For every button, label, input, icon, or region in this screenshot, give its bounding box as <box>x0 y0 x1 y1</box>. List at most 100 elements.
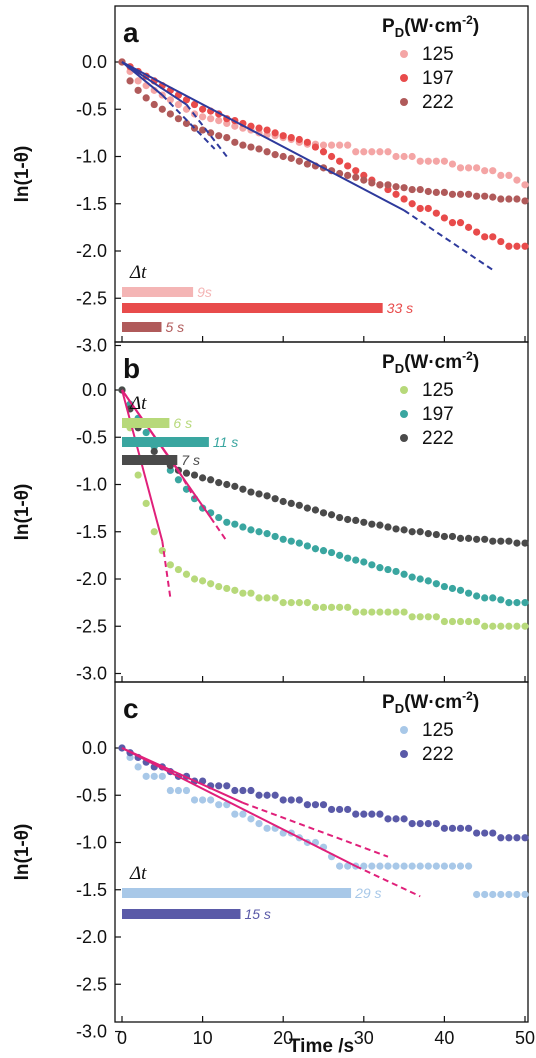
data-point <box>319 603 328 611</box>
data-point <box>303 138 311 146</box>
data-point <box>319 141 328 149</box>
legend-label: 222 <box>422 744 454 765</box>
data-point <box>190 575 199 583</box>
data-point <box>497 171 505 179</box>
data-point <box>247 526 255 534</box>
y-tick-label: -3.0 <box>76 1022 107 1042</box>
y-tick-label: -3.0 <box>76 664 107 684</box>
data-point <box>142 499 150 507</box>
data-point <box>481 829 489 837</box>
data-point <box>473 164 481 172</box>
data-point <box>513 176 521 184</box>
data-point <box>231 138 239 146</box>
data-point <box>182 570 191 578</box>
fit-line-extension <box>185 103 228 158</box>
data-point <box>432 613 440 621</box>
series-222 <box>118 386 529 547</box>
data-point <box>223 584 231 593</box>
y-tick-label: -0.5 <box>76 427 107 447</box>
panel-label: c <box>123 693 139 724</box>
data-point <box>416 575 424 583</box>
data-point <box>376 862 384 870</box>
data-point <box>295 599 303 607</box>
data-point <box>255 820 263 828</box>
data-point <box>231 786 239 795</box>
y-axis-label: ln(1-θ) <box>12 146 33 203</box>
data-point <box>392 152 400 161</box>
data-point <box>513 195 521 203</box>
data-point <box>344 515 352 524</box>
data-point <box>360 558 368 566</box>
legend-marker <box>400 750 408 758</box>
fit-line <box>121 61 405 212</box>
data-point <box>255 594 263 602</box>
data-point <box>513 599 521 607</box>
data-point <box>255 791 263 799</box>
data-point <box>134 77 142 85</box>
legend-label: 125 <box>422 720 454 741</box>
data-point <box>263 791 271 799</box>
data-point <box>489 594 497 602</box>
series-125 <box>118 744 529 899</box>
data-point <box>352 810 360 818</box>
fit-line <box>121 747 244 804</box>
data-point <box>432 580 440 588</box>
data-point <box>182 485 191 493</box>
data-point <box>255 490 263 498</box>
data-point <box>368 179 376 187</box>
data-point <box>231 520 239 528</box>
data-point <box>408 200 416 208</box>
data-point <box>271 791 279 799</box>
data-point <box>424 820 432 828</box>
panel-frame <box>114 681 529 1023</box>
legend-marker <box>400 386 408 394</box>
data-point <box>344 603 352 611</box>
data-point <box>215 582 223 591</box>
fit-line <box>121 389 164 542</box>
data-point <box>489 193 497 201</box>
data-point <box>344 162 352 170</box>
data-point <box>505 834 513 842</box>
data-point <box>336 805 344 814</box>
data-point <box>384 523 392 531</box>
data-point <box>456 190 465 198</box>
dt-bar <box>122 888 352 898</box>
data-point <box>408 528 416 536</box>
legend-label: 125 <box>422 380 454 401</box>
x-tick-label: 30 <box>354 1028 374 1048</box>
data-point <box>336 157 344 165</box>
data-point <box>432 820 440 828</box>
dt-bar-label: 9s <box>197 284 212 300</box>
data-point <box>134 763 142 771</box>
data-point <box>263 530 271 538</box>
data-point <box>174 476 183 484</box>
fit-line-extension <box>161 94 216 150</box>
x-tick-label: 0 <box>117 1028 127 1048</box>
data-point <box>440 824 448 832</box>
data-point <box>448 190 457 198</box>
data-point <box>473 617 481 626</box>
data-point <box>448 584 457 593</box>
data-point <box>440 188 448 197</box>
data-point <box>319 547 328 555</box>
data-point <box>505 890 513 899</box>
data-point <box>215 132 223 140</box>
data-point <box>311 143 320 151</box>
fit-line-extension <box>403 209 494 271</box>
data-point <box>368 561 376 569</box>
data-point <box>231 122 239 130</box>
dt-label: Δt <box>129 863 147 884</box>
data-point <box>239 786 247 795</box>
data-point <box>416 820 424 828</box>
y-tick-label: -0.5 <box>76 785 107 805</box>
data-point <box>440 532 448 541</box>
data-point <box>319 509 328 517</box>
data-point <box>352 556 360 564</box>
data-point <box>424 613 432 621</box>
y-tick-label: -2.5 <box>76 616 107 636</box>
data-point <box>464 862 473 870</box>
data-point <box>150 447 158 456</box>
data-point <box>400 608 408 616</box>
data-point <box>497 237 505 246</box>
data-point <box>327 805 336 814</box>
